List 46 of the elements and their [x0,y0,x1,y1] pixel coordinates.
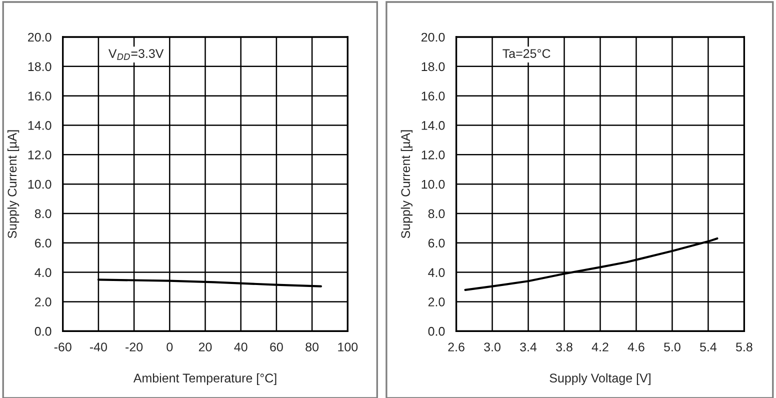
y-tick-label: 0.0 [428,326,445,336]
x-axis-title: Supply Voltage [V] [550,373,650,385]
y-tick-label: 6.0 [35,238,52,248]
y-tick-label: 18.0 [422,62,445,72]
y-tick-label: 18.0 [28,62,52,72]
annotation: V$_{DD}$=3.3V [108,49,164,60]
y-tick-label: 20.0 [28,32,52,42]
x-tick-label: 4.6 [628,342,644,352]
x-tick-label: 100 [338,342,358,352]
x-tick-label: 2.6 [448,342,464,352]
y-axis-title: Supply Current [µA] [7,130,20,238]
y-tick-label: 4.0 [34,268,52,277]
x-tick-label: 3.4 [520,342,537,352]
x-axis-title: Ambient Temperature [°C] [133,373,276,385]
x-tick-label: -40 [90,342,107,352]
x-tick-label: 20 [198,342,212,352]
y-tick-label: 4.0 [428,268,445,277]
x-tick-label: -20 [126,342,143,352]
y-tick-label: 14.0 [422,121,445,130]
y-tick-label: 10.0 [422,180,445,189]
y-tick-label: 16.0 [28,92,52,100]
y-tick-label: 8.0 [428,209,445,218]
y-tick-label: 20.0 [421,32,445,42]
x-tick-label: 5.0 [664,342,680,352]
x-tick-label: 3.8 [556,342,572,352]
y-tick-label: 6.0 [428,238,445,248]
y-tick-label: 16.0 [422,92,445,100]
y-tick-label: 14.0 [28,121,52,130]
x-tick-label: 60 [270,342,283,352]
y-tick-label: 12.0 [422,150,445,160]
y-tick-label: 12.0 [28,150,52,160]
x-tick-label: -60 [54,342,72,352]
y-axis-title: Supply Current [µA] [400,130,413,238]
x-tick-label: 5.4 [700,342,717,352]
annotation: Ta=25°C [502,49,550,58]
x-tick-label: 5.8 [736,342,752,352]
x-tick-label: 80 [306,342,319,352]
x-tick-label: 3.0 [484,342,500,352]
x-tick-label: 40 [234,342,248,352]
y-tick-label: 2.0 [428,298,445,306]
x-tick-label: 4.2 [592,342,608,352]
y-tick-label: 10.0 [28,180,52,189]
x-tick-label: 0 [166,342,173,352]
y-tick-label: 2.0 [35,298,52,306]
y-tick-label: 0.0 [34,326,52,336]
y-tick-label: 8.0 [34,209,52,218]
